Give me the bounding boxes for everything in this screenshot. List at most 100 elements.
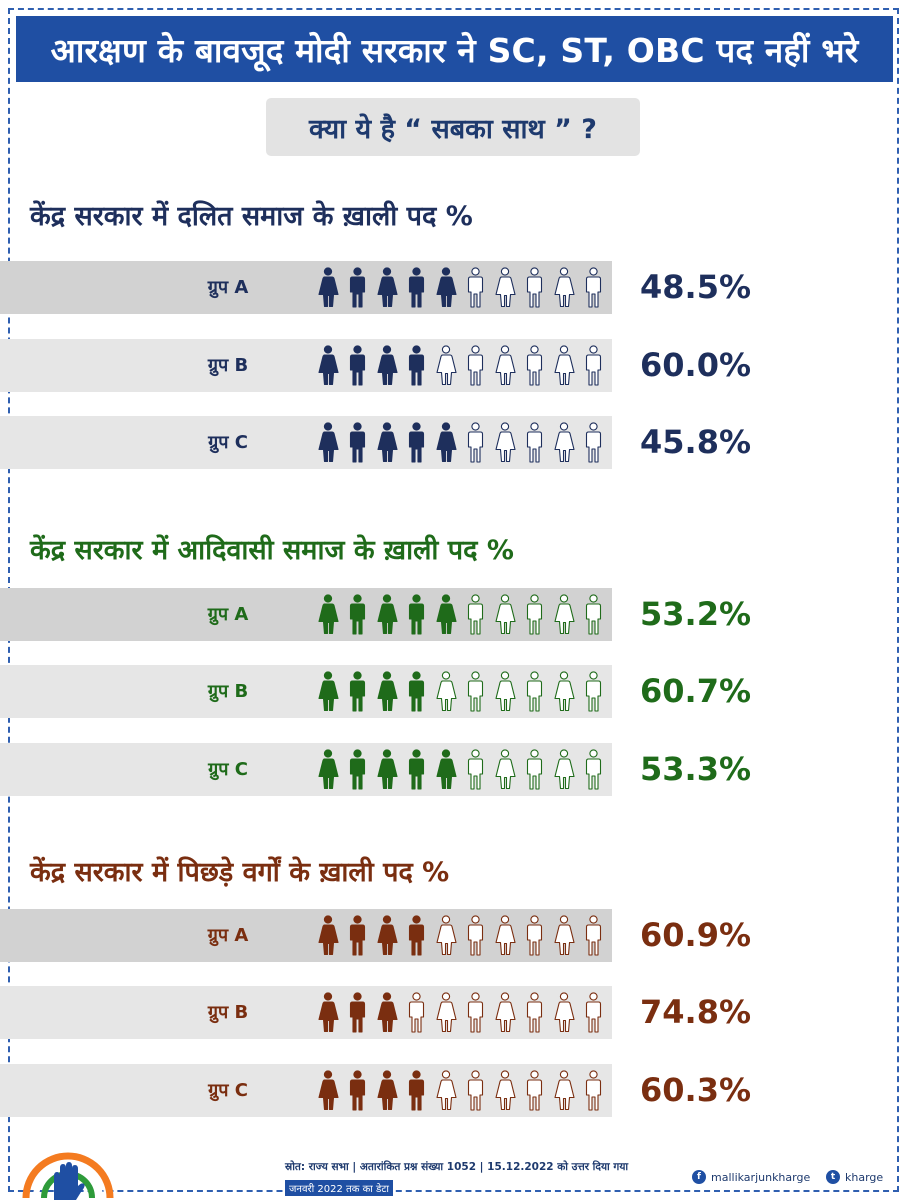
value-dalit-b: 60.0% xyxy=(640,346,752,384)
value-dalit-a: 48.5% xyxy=(640,268,752,306)
person-icon-outline xyxy=(408,992,425,1033)
person-icon-outline xyxy=(526,594,543,635)
person-icon-outline xyxy=(585,1070,602,1111)
value-obc-c: 60.3% xyxy=(640,1071,752,1109)
person-icon-outline xyxy=(467,345,484,386)
value-adivasi-c: 53.3% xyxy=(640,750,752,788)
person-icon-outline xyxy=(554,749,575,790)
pictogram-obc-c xyxy=(318,1070,602,1111)
person-icon-outline xyxy=(585,749,602,790)
person-icon-outline xyxy=(585,992,602,1033)
person-icon-outline xyxy=(554,594,575,635)
person-icon-filled xyxy=(408,749,425,790)
facebook-icon: f xyxy=(692,1170,706,1184)
twitter-icon: t xyxy=(826,1170,840,1184)
person-icon-outline xyxy=(526,1070,543,1111)
person-icon-filled xyxy=(318,915,339,956)
person-icon-outline xyxy=(467,915,484,956)
person-icon-filled xyxy=(318,594,339,635)
person-icon-outline xyxy=(436,1070,457,1111)
person-icon-filled xyxy=(436,422,457,463)
person-icon-outline xyxy=(467,992,484,1033)
person-icon-filled xyxy=(349,422,366,463)
person-icon-filled xyxy=(349,1070,366,1111)
person-icon-outline xyxy=(526,671,543,712)
pictogram-adivasi-a xyxy=(318,594,602,635)
row-label: ग्रुप A xyxy=(207,604,249,625)
row-label: ग्रुप C xyxy=(208,759,248,780)
person-icon-outline xyxy=(495,1070,516,1111)
person-icon-outline xyxy=(554,671,575,712)
row-label: ग्रुप C xyxy=(208,1080,248,1101)
row-dalit-group-c: ग्रुप C xyxy=(0,416,612,469)
person-icon-filled xyxy=(377,594,398,635)
person-icon-outline xyxy=(526,267,543,308)
subtitle-text: क्या ये है “ सबका साथ ” ? xyxy=(309,113,597,145)
person-icon-filled xyxy=(318,267,339,308)
section-title-adivasi: केंद्र सरकार में आदिवासी समाज के ख़ाली प… xyxy=(30,535,514,566)
row-label: ग्रुप C xyxy=(208,432,248,453)
page-title: आरक्षण के बावजूद मोदी सरकार ने SC, ST, O… xyxy=(16,16,893,82)
person-icon-outline xyxy=(554,915,575,956)
row-obc-group-c: ग्रुप C xyxy=(0,1064,612,1117)
source-note: स्रोत: राज्य सभा | अतारांकित प्रश्न संख्… xyxy=(285,1161,629,1173)
section-title-dalit: केंद्र सरकार में दलित समाज के ख़ाली पद % xyxy=(30,201,473,232)
person-icon-outline xyxy=(526,422,543,463)
person-icon-outline xyxy=(526,915,543,956)
person-icon-filled xyxy=(377,915,398,956)
person-icon-outline xyxy=(526,345,543,386)
facebook-handle[interactable]: f mallikarjunkharge xyxy=(692,1170,810,1184)
row-adivasi-group-a: ग्रुप A xyxy=(0,588,612,641)
person-icon-outline xyxy=(495,267,516,308)
person-icon-filled xyxy=(436,267,457,308)
person-icon-outline xyxy=(554,345,575,386)
person-icon-filled xyxy=(318,671,339,712)
person-icon-outline xyxy=(467,749,484,790)
pictogram-dalit-a xyxy=(318,267,602,308)
person-icon-filled xyxy=(349,915,366,956)
person-icon-filled xyxy=(408,594,425,635)
person-icon-filled xyxy=(318,345,339,386)
pictogram-dalit-b xyxy=(318,345,602,386)
person-icon-outline xyxy=(495,749,516,790)
person-icon-filled xyxy=(349,267,366,308)
person-icon-filled xyxy=(408,267,425,308)
congress-hand-logo xyxy=(22,1152,114,1200)
person-icon-outline xyxy=(495,594,516,635)
person-icon-outline xyxy=(585,915,602,956)
person-icon-outline xyxy=(585,345,602,386)
row-label: ग्रुप B xyxy=(207,681,249,702)
person-icon-outline xyxy=(526,749,543,790)
person-icon-filled xyxy=(377,749,398,790)
person-icon-outline xyxy=(585,422,602,463)
person-icon-filled xyxy=(436,594,457,635)
value-obc-a: 60.9% xyxy=(640,916,752,954)
person-icon-outline xyxy=(436,345,457,386)
person-icon-outline xyxy=(585,671,602,712)
person-icon-filled xyxy=(318,422,339,463)
person-icon-outline xyxy=(467,267,484,308)
person-icon-filled xyxy=(318,992,339,1033)
twitter-handle[interactable]: t kharge xyxy=(826,1170,883,1184)
pictogram-obc-a xyxy=(318,915,602,956)
row-label: ग्रुप B xyxy=(207,355,249,376)
person-icon-outline xyxy=(554,992,575,1033)
person-icon-filled xyxy=(349,345,366,386)
row-label: ग्रुप A xyxy=(207,277,249,298)
person-icon-outline xyxy=(526,992,543,1033)
date-note-badge: जनवरी 2022 तक का डेटा xyxy=(285,1180,394,1196)
person-icon-filled xyxy=(349,992,366,1033)
row-obc-group-b: ग्रुप B xyxy=(0,986,612,1039)
person-icon-filled xyxy=(349,594,366,635)
person-icon-filled xyxy=(377,422,398,463)
subtitle-box: क्या ये है “ सबका साथ ” ? xyxy=(266,98,640,156)
value-dalit-c: 45.8% xyxy=(640,423,752,461)
person-icon-outline xyxy=(467,422,484,463)
twitter-handle-text: kharge xyxy=(845,1170,884,1184)
person-icon-filled xyxy=(349,749,366,790)
row-label: ग्रुप A xyxy=(207,925,249,946)
person-icon-outline xyxy=(467,1070,484,1111)
row-dalit-group-b: ग्रुप B xyxy=(0,339,612,392)
person-icon-filled xyxy=(318,749,339,790)
person-icon-outline xyxy=(554,422,575,463)
